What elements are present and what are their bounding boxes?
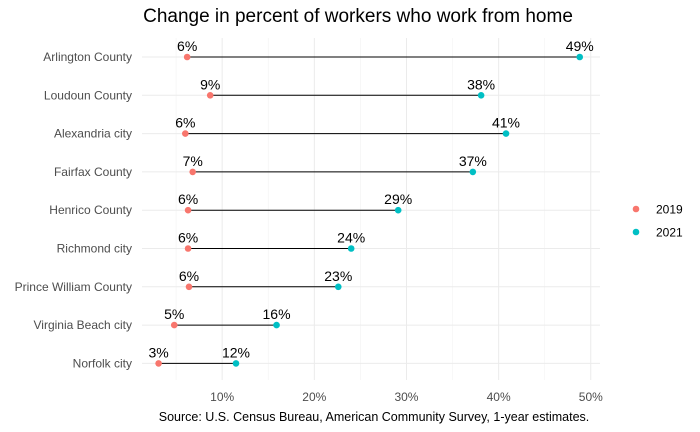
legend-label-2021: 2021 — [656, 226, 683, 240]
y-tick-label: Arlington County — [43, 50, 132, 64]
data-label-2021: 29% — [384, 191, 412, 207]
point-2019 — [170, 321, 178, 329]
point-2021 — [347, 245, 355, 252]
data-label-2019: 6% — [179, 268, 199, 284]
point-2019 — [185, 283, 193, 291]
y-tick-label: Alexandria city — [54, 127, 132, 141]
point-2021 — [477, 92, 485, 99]
x-axis-labels: 10% 20% 30% 40% 50% — [210, 390, 603, 404]
y-tick-label: Henrico County — [49, 203, 132, 217]
y-tick-label: Loudoun County — [44, 88, 132, 102]
y-tick-label: Richmond city — [57, 242, 132, 256]
point-2021 — [502, 130, 510, 137]
dumbbell-segments — [158, 56, 580, 364]
point-2019 — [155, 360, 162, 367]
data-label-2019: 3% — [148, 344, 168, 360]
chart-caption: Source: U.S. Census Bureau, American Com… — [159, 410, 590, 424]
point-2021 — [273, 321, 280, 329]
x-tick-label: 10% — [210, 390, 234, 404]
data-label-2019: 6% — [178, 230, 198, 246]
data-label-2021: 12% — [222, 344, 250, 360]
data-label-2019: 6% — [177, 38, 197, 54]
data-label-2019: 6% — [175, 115, 195, 131]
legend-key-2019 — [632, 205, 640, 213]
x-tick-label: 50% — [579, 390, 603, 404]
point-2019 — [206, 92, 214, 99]
x-tick-label: 30% — [394, 390, 418, 404]
data-label-2021: 16% — [263, 306, 291, 322]
data-label-2019: 5% — [164, 306, 184, 322]
point-2019 — [189, 168, 196, 176]
y-tick-label: Fairfax County — [54, 165, 132, 179]
point-2021 — [469, 168, 477, 176]
data-labels: 6% 49% 9% 38% 6% 41% 7% 37% 6% 29% 6% 24% 6% 23% 5% 16%… — [148, 38, 593, 360]
data-label-2021: 38% — [467, 76, 495, 92]
y-axis-labels: Arlington County Loudoun County Alexandria… — [15, 50, 132, 370]
data-label-2021: 23% — [324, 268, 352, 284]
point-2021 — [232, 360, 240, 367]
data-label-2019: 6% — [178, 191, 198, 207]
point-2021 — [394, 206, 402, 214]
x-tick-label: 20% — [302, 390, 326, 404]
point-2021 — [334, 283, 342, 291]
data-label-2021: 41% — [492, 115, 520, 131]
point-2019 — [184, 206, 192, 214]
data-label-2021: 24% — [337, 230, 365, 246]
y-tick-label: Norfolk city — [73, 356, 132, 370]
legend: 2019 2021 — [632, 203, 683, 240]
chart-title: Change in percent of workers who work fr… — [143, 6, 573, 27]
data-label-2019: 9% — [200, 76, 220, 92]
point-2019 — [183, 53, 191, 61]
y-tick-label: Prince William County — [15, 280, 132, 294]
legend-label-2019: 2019 — [656, 203, 683, 217]
y-tick-label: Virginia Beach city — [34, 318, 133, 332]
data-label-2021: 37% — [459, 153, 487, 169]
data-points — [155, 53, 584, 367]
point-2021 — [576, 53, 584, 61]
data-label-2019: 7% — [183, 153, 203, 169]
point-2019 — [182, 130, 189, 137]
legend-key-2021 — [632, 228, 640, 236]
data-label-2021: 49% — [566, 38, 594, 54]
x-tick-label: 40% — [487, 390, 511, 404]
point-2019 — [184, 245, 192, 252]
